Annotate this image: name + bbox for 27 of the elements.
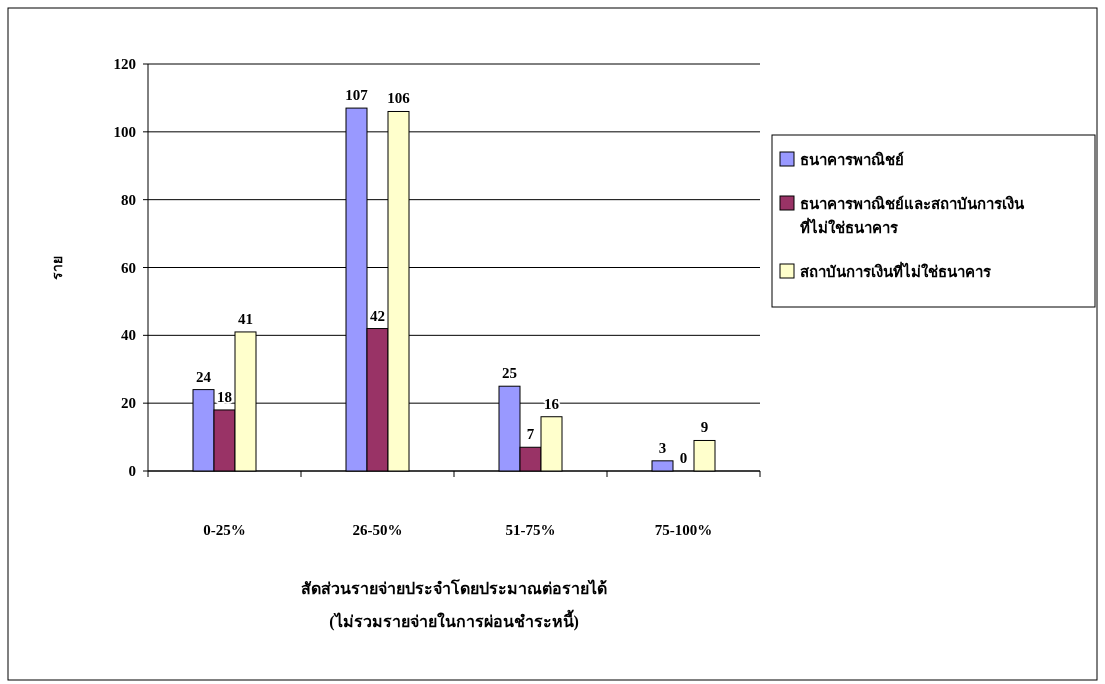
data-label: 42 [370, 307, 385, 324]
legend-label: ธนาคารพาณิชย์และสถาบันการเงินที่ไม่ใช่ธนาคาร [800, 195, 1025, 236]
data-label: 0 [679, 450, 688, 466]
y-tick-label: 0 [128, 463, 136, 479]
data-label: 106 [387, 90, 411, 107]
data-label: 41 [238, 310, 253, 327]
x-axis-title: สัดส่วนรายจ่ายประจำโดยประมาณต่อรายได้ (ไม่รวมรายจ่ายในการผ่อนชำระหนี้) [301, 578, 607, 631]
data-label: 24 [196, 368, 212, 385]
y-tick-label: 80 [121, 191, 136, 208]
data-label: 107 [345, 87, 369, 104]
y-tick-label: 100 [113, 123, 136, 140]
x-tick-label: 0-25% [203, 522, 246, 538]
data-label: 9 [700, 419, 709, 436]
legend-label: ธนาคารพาณิชย์ [800, 151, 904, 168]
data-label: 18 [217, 388, 232, 405]
y-tick-label: 20 [121, 395, 136, 412]
y-tick-label: 60 [121, 259, 136, 276]
data-label: 3 [658, 439, 667, 456]
x-tick-label: 26-50% [352, 522, 403, 538]
data-label: 7 [526, 426, 535, 443]
x-tick-label: 75-100% [654, 522, 713, 538]
y-axis-title: ราย [50, 255, 65, 280]
legend-label: สถาบันการเงินที่ไม่ใช่ธนาคาร [800, 261, 992, 280]
y-tick-label: 120 [113, 56, 136, 72]
x-tick-label: 51-75% [505, 522, 556, 538]
data-label: 25 [502, 365, 517, 382]
y-tick-label: 40 [121, 327, 136, 344]
